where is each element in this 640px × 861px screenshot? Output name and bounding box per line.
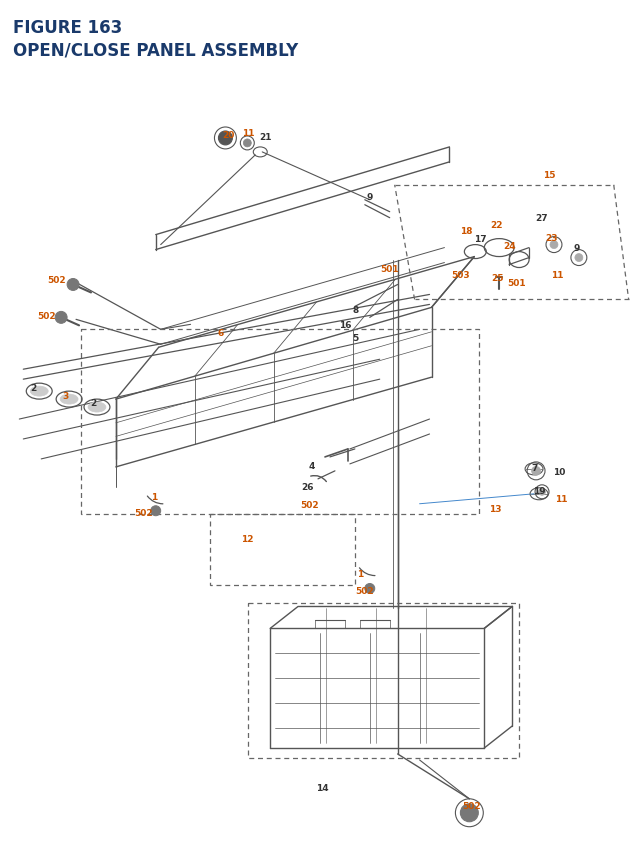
Circle shape xyxy=(575,254,583,263)
Text: 23: 23 xyxy=(546,234,558,243)
Circle shape xyxy=(550,241,558,250)
Text: 27: 27 xyxy=(536,214,548,223)
Text: 502: 502 xyxy=(37,312,56,320)
Text: 11: 11 xyxy=(555,495,567,504)
Text: FIGURE 163: FIGURE 163 xyxy=(13,19,123,37)
Text: 13: 13 xyxy=(489,505,502,514)
Text: 501: 501 xyxy=(380,264,399,274)
Text: OPEN/CLOSE PANEL ASSEMBLY: OPEN/CLOSE PANEL ASSEMBLY xyxy=(13,41,299,59)
Circle shape xyxy=(365,584,375,594)
Text: 25: 25 xyxy=(491,274,504,282)
Ellipse shape xyxy=(60,394,78,405)
Text: 1: 1 xyxy=(356,569,363,579)
Circle shape xyxy=(460,804,478,821)
Ellipse shape xyxy=(88,403,106,412)
Text: 11: 11 xyxy=(242,129,255,139)
Text: 17: 17 xyxy=(474,235,486,244)
Text: 502: 502 xyxy=(301,501,319,510)
Circle shape xyxy=(151,506,161,516)
Text: 503: 503 xyxy=(451,270,470,280)
Circle shape xyxy=(532,467,541,476)
Text: 1: 1 xyxy=(150,492,157,502)
Circle shape xyxy=(538,489,545,496)
Text: 5: 5 xyxy=(353,333,359,343)
Text: 11: 11 xyxy=(550,270,563,280)
Text: 502: 502 xyxy=(462,802,481,810)
Text: 22: 22 xyxy=(490,221,502,230)
Text: 2: 2 xyxy=(90,398,96,407)
Text: 19: 19 xyxy=(532,486,545,496)
Bar xyxy=(248,604,519,758)
Text: 8: 8 xyxy=(353,306,359,314)
Bar xyxy=(211,514,355,585)
Text: 24: 24 xyxy=(503,242,515,251)
Bar xyxy=(81,330,479,514)
Text: 21: 21 xyxy=(259,133,271,142)
Circle shape xyxy=(55,312,67,324)
Text: 6: 6 xyxy=(218,328,223,338)
Text: 16: 16 xyxy=(339,320,351,330)
Text: 502: 502 xyxy=(134,509,153,517)
Text: 20: 20 xyxy=(222,131,235,140)
Text: 12: 12 xyxy=(241,535,253,543)
Text: 14: 14 xyxy=(316,784,328,792)
Text: 2: 2 xyxy=(30,383,36,392)
Text: 4: 4 xyxy=(309,461,316,471)
Circle shape xyxy=(67,279,79,291)
Text: 7: 7 xyxy=(532,464,538,473)
Text: 10: 10 xyxy=(553,468,565,477)
Circle shape xyxy=(218,132,232,146)
Text: 18: 18 xyxy=(460,227,472,236)
Ellipse shape xyxy=(30,387,48,397)
Text: 15: 15 xyxy=(543,171,556,180)
Text: 501: 501 xyxy=(507,279,525,288)
Text: 502: 502 xyxy=(47,276,65,285)
Text: 502: 502 xyxy=(355,586,374,595)
Text: 9: 9 xyxy=(367,193,373,202)
Circle shape xyxy=(243,139,252,148)
Text: 9: 9 xyxy=(573,244,580,253)
Text: 3: 3 xyxy=(62,391,68,400)
Text: 26: 26 xyxy=(301,483,314,492)
